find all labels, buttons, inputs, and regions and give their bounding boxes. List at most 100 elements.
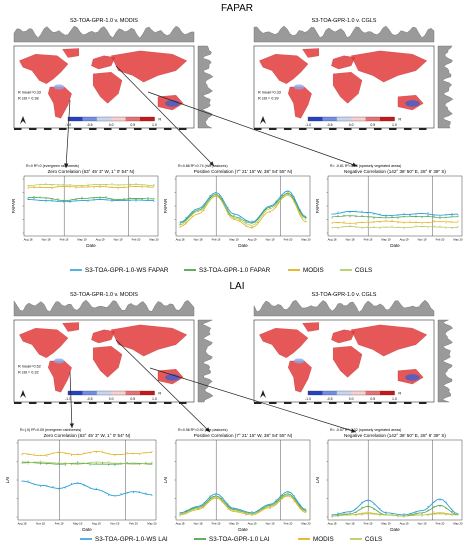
series-point: [331, 514, 333, 516]
series-point: [349, 224, 351, 227]
fapar-pointer-arrows: [64, 65, 358, 169]
map-border-tick: [149, 402, 157, 404]
colorbar-segment: [111, 391, 126, 395]
series-point: [108, 494, 110, 497]
series-point: [123, 185, 125, 187]
series-point: [101, 462, 104, 464]
series-point: [355, 514, 357, 516]
x-tick-label: Nov 19: [418, 238, 427, 242]
series-point: [421, 513, 423, 515]
map-border-tick: [269, 402, 277, 404]
panel-title: Zero Correlation (63° 45' 3" W, 1° 0' 54…: [48, 169, 135, 174]
series-point: [126, 492, 128, 494]
map-border-tick: [179, 128, 187, 130]
series-point: [367, 212, 369, 214]
series-line: [179, 493, 307, 515]
series-point: [409, 220, 411, 222]
map-border-tick: [104, 128, 112, 130]
pointer-arrow-head-icon: [69, 423, 74, 428]
series-point: [275, 205, 277, 207]
series-point: [185, 510, 187, 513]
series-line: [21, 480, 153, 497]
series-point: [343, 211, 345, 213]
series-point: [421, 223, 423, 225]
series-point: [77, 461, 79, 463]
colorbar-segment: [125, 391, 141, 395]
north-arrow-icon: [20, 116, 26, 124]
x-tick-label: Feb 19: [55, 522, 64, 526]
lai-positive-correlation-plot: R=0.96 R²=0.92 (rice pastures)Positive C…: [163, 428, 311, 532]
colorbar-segment: [82, 391, 98, 395]
lai-pointer-arrows: [69, 339, 357, 433]
series-point: [51, 188, 53, 190]
series-point: [117, 199, 119, 201]
panel-stats: R=0 R²=0 (evergreen rainforests): [26, 164, 79, 168]
series-point: [263, 506, 265, 508]
series-point: [89, 487, 91, 489]
colorbar-segment: [351, 391, 366, 395]
series-point: [209, 500, 211, 502]
series-point: [45, 182, 47, 184]
series-point: [114, 495, 116, 497]
legend-label: MODIS: [313, 536, 334, 543]
colorbar-tick-label: -0.5: [327, 397, 333, 401]
series-point: [361, 221, 363, 223]
series-point: [299, 504, 301, 506]
series-point: [373, 226, 375, 228]
series-point: [361, 514, 363, 516]
fapar-negative-correlation-plot: R= -0.81 R²=0.66 (sparsely vegetated are…: [315, 164, 463, 248]
series-point: [397, 222, 399, 224]
series-point: [245, 220, 247, 222]
series-point: [139, 464, 141, 466]
series-point: [305, 217, 307, 220]
series-point: [221, 499, 223, 501]
series-point: [45, 186, 47, 189]
series-point: [27, 453, 29, 456]
series-point: [129, 183, 131, 185]
colorbar-segment: [111, 117, 126, 121]
map-border-tick: [74, 128, 82, 130]
series-point: [46, 462, 48, 464]
map-continent: [333, 346, 363, 378]
panel-stats: R=0.86 R²=0.74 (rice pastures): [178, 164, 228, 168]
series-point: [451, 221, 453, 223]
series-point: [129, 197, 131, 199]
colorbar-segment: [96, 391, 112, 395]
series-point: [457, 214, 459, 216]
colorbar-segment: [322, 391, 338, 395]
colorbar-segment: [96, 117, 112, 121]
map-continent: [350, 324, 428, 357]
north-arrow-icon: [20, 390, 26, 398]
map-continent: [110, 50, 188, 83]
series-point: [445, 514, 447, 516]
colorbar-tick-label: 0.0: [349, 397, 354, 401]
series-point: [275, 200, 277, 202]
series-point: [457, 215, 459, 218]
series-point: [69, 200, 71, 202]
map-title: S3-TOA-GPR-1.0 v. CGLS: [312, 18, 377, 24]
series-point: [269, 205, 271, 207]
series-point: [275, 499, 277, 501]
series-point: [349, 512, 351, 514]
map-border-tick: [374, 402, 382, 404]
series-point: [373, 509, 375, 511]
series-point: [105, 196, 107, 198]
series-point: [81, 196, 83, 198]
series-point: [403, 228, 405, 230]
series-point: [427, 227, 429, 229]
map-negative-patch: [53, 358, 65, 364]
map-continent: [48, 86, 72, 119]
series-line: [179, 495, 307, 516]
series-point: [221, 497, 223, 499]
panel-title: Negative Correlation (142° 38' 50" E, 28…: [344, 169, 446, 174]
series-point: [132, 462, 134, 464]
series-point: [40, 460, 42, 462]
series-point: [445, 213, 447, 215]
series-point: [51, 184, 53, 186]
x-tick-label: May 19: [77, 238, 87, 242]
series-point: [305, 217, 307, 219]
series-point: [203, 505, 205, 507]
series-point: [451, 510, 453, 512]
map-border-tick: [134, 128, 142, 130]
series-point: [75, 198, 77, 200]
